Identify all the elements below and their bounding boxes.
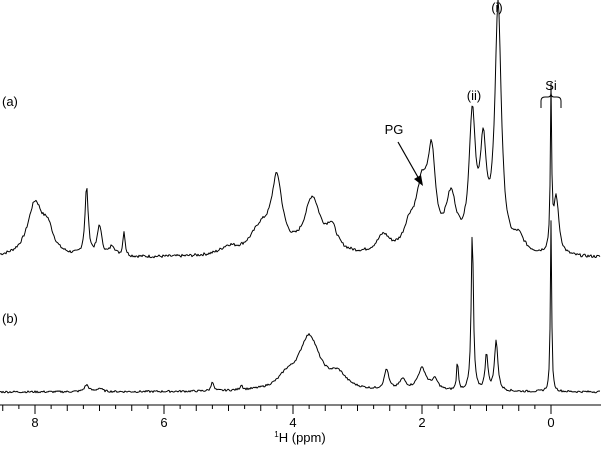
- x-tick-label: 2: [418, 415, 425, 430]
- x-axis-ticks: 8 6 4 2 0: [2, 405, 555, 430]
- x-axis-label-sup: 1: [274, 430, 279, 439]
- si-bracket: [540, 92, 562, 108]
- pg-arrow-head: [414, 175, 423, 186]
- x-axis: 8 6 4 2 0 1H (ppm): [0, 404, 601, 445]
- annotation-ii: (ii): [467, 88, 481, 103]
- annotation-i: (i): [491, 0, 503, 15]
- panel-labels: (a) (b): [2, 94, 18, 326]
- x-axis-label-main: H (ppm): [279, 430, 326, 445]
- spectrum-trace-a: [0, 0, 601, 259]
- pg-arrow-line: [397, 141, 420, 180]
- x-tick-label: 4: [289, 415, 296, 430]
- x-axis-label: 1H (ppm): [274, 430, 325, 445]
- spectrum-trace-b: [0, 220, 601, 394]
- annotation-pg: PG: [385, 122, 404, 137]
- annotation-si: Si: [545, 78, 557, 93]
- x-tick-label: 0: [547, 415, 554, 430]
- panel-label-a: (a): [2, 94, 18, 109]
- x-tick-label: 6: [160, 415, 167, 430]
- peak-annotations: (i) (ii) Si PG: [385, 0, 562, 186]
- spectra-traces: [0, 0, 601, 394]
- panel-label-b: (b): [2, 311, 18, 326]
- x-tick-label: 8: [31, 415, 38, 430]
